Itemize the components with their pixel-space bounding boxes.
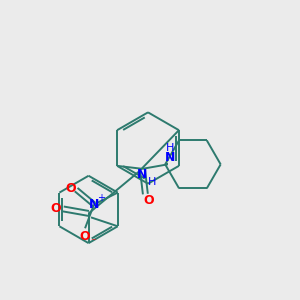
Text: H: H bbox=[147, 177, 156, 187]
Text: N: N bbox=[164, 151, 175, 164]
Text: ⁻: ⁻ bbox=[90, 237, 96, 247]
Text: O: O bbox=[50, 202, 61, 215]
Text: N: N bbox=[89, 198, 99, 211]
Text: N: N bbox=[136, 168, 147, 181]
Text: O: O bbox=[65, 182, 76, 195]
Text: H: H bbox=[166, 142, 174, 152]
Text: +: + bbox=[97, 193, 105, 202]
Text: O: O bbox=[143, 194, 154, 206]
Text: O: O bbox=[80, 230, 90, 243]
